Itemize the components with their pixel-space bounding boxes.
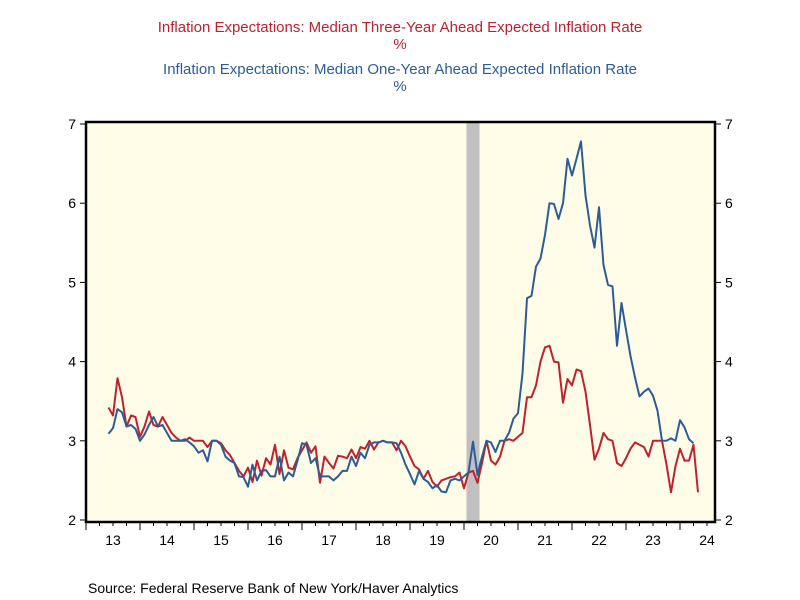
y-tick-label-right: 2	[725, 512, 733, 528]
series-line-one-year	[107, 140, 695, 494]
source-note: Source: Federal Reserve Bank of New York…	[88, 580, 459, 596]
series-group	[107, 140, 699, 494]
y-tick-label-right: 7	[725, 116, 733, 132]
x-tick-label: 23	[645, 532, 661, 548]
y-tick-label-right: 6	[725, 195, 733, 211]
x-tick-label: 19	[429, 532, 445, 548]
y-tick-label-left: 2	[68, 512, 76, 528]
y-tick-label-left: 7	[68, 116, 76, 132]
title-one-year-unit: %	[393, 78, 407, 95]
x-tick-label: 15	[213, 532, 229, 548]
x-tick-label: 22	[591, 532, 607, 548]
title-three-year-unit: %	[393, 36, 407, 53]
x-tick-label: 21	[537, 532, 553, 548]
y-tick-label-right: 4	[725, 354, 733, 370]
recession-shading	[466, 122, 480, 522]
x-tick-label: 18	[375, 532, 391, 548]
x-tick-label: 20	[483, 532, 499, 548]
y-tick-label-left: 6	[68, 195, 76, 211]
x-tick-label: 14	[159, 532, 175, 548]
x-tick-label: 17	[321, 532, 337, 548]
y-tick-label-left: 4	[68, 354, 76, 370]
series-line-three-year	[107, 344, 699, 494]
x-tick-label: 16	[267, 532, 283, 548]
title-one-year: Inflation Expectations: Median One-Year …	[163, 61, 637, 78]
plot-background	[86, 122, 715, 522]
x-tick-label: 24	[699, 532, 715, 548]
y-tick-label-left: 3	[68, 433, 76, 449]
y-tick-label-left: 5	[68, 274, 76, 290]
x-tick-label: 13	[105, 532, 121, 548]
plot-frame	[84, 120, 717, 524]
y-tick-label-right: 3	[725, 433, 733, 449]
axes-group: 2 23 34 45 56 67 713 14 15 16 17 18 19 20 21 22 23 24	[68, 116, 733, 548]
y-tick-label-right: 5	[725, 274, 733, 290]
title-three-year: Inflation Expectations: Median Three-Yea…	[157, 19, 643, 36]
